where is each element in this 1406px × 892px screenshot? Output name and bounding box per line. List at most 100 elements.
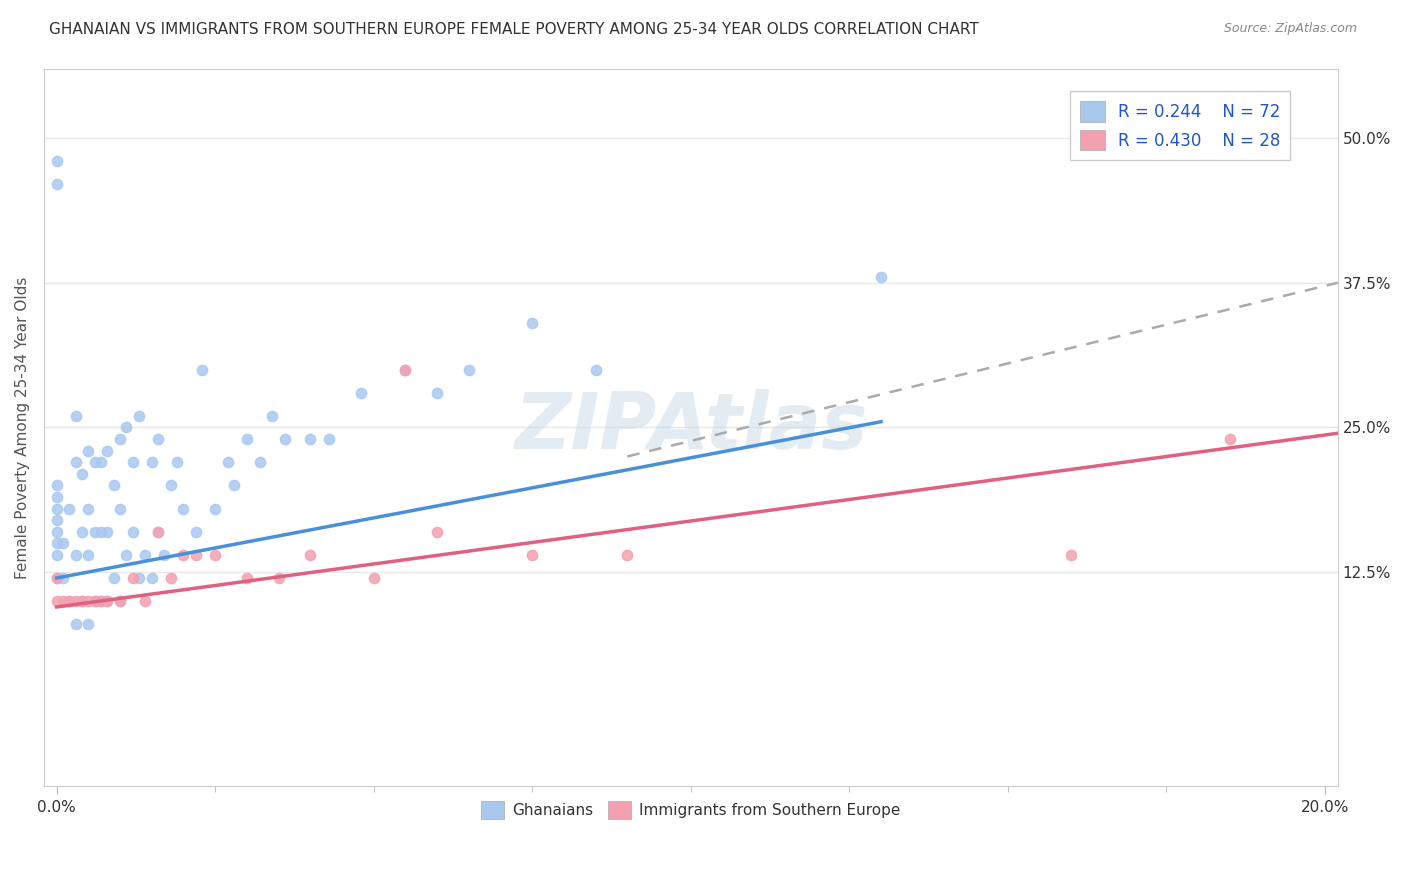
- Point: [58, 594, 80, 608]
- Point: [70, 467, 93, 481]
- Point: [585, 362, 607, 376]
- Point: [70, 594, 93, 608]
- Point: [65, 548, 87, 562]
- Point: [204, 548, 226, 562]
- Point: [45, 594, 67, 608]
- Point: [159, 571, 181, 585]
- Point: [108, 594, 131, 608]
- Point: [318, 432, 340, 446]
- Point: [426, 385, 449, 400]
- Point: [115, 548, 138, 562]
- Point: [141, 455, 163, 469]
- Point: [299, 548, 322, 562]
- Point: [70, 524, 93, 539]
- Point: [45, 548, 67, 562]
- Point: [394, 362, 416, 376]
- Point: [83, 594, 105, 608]
- Point: [522, 316, 544, 330]
- Legend: Ghanaians, Immigrants from Southern Europe: Ghanaians, Immigrants from Southern Euro…: [475, 795, 907, 825]
- Point: [204, 501, 226, 516]
- Text: ZIPAtlas: ZIPAtlas: [515, 390, 868, 466]
- Point: [83, 455, 105, 469]
- Point: [77, 617, 100, 632]
- Point: [522, 548, 544, 562]
- Point: [108, 594, 131, 608]
- Point: [58, 594, 80, 608]
- Point: [172, 501, 194, 516]
- Point: [350, 385, 373, 400]
- Point: [426, 524, 449, 539]
- Point: [267, 571, 290, 585]
- Point: [96, 594, 118, 608]
- Point: [224, 478, 246, 492]
- Point: [184, 548, 207, 562]
- Point: [45, 513, 67, 527]
- Point: [77, 594, 100, 608]
- Point: [45, 571, 67, 585]
- Point: [45, 501, 67, 516]
- Y-axis label: Female Poverty Among 25-34 Year Olds: Female Poverty Among 25-34 Year Olds: [15, 277, 30, 579]
- Point: [58, 501, 80, 516]
- Point: [45, 571, 67, 585]
- Point: [45, 154, 67, 169]
- Point: [65, 455, 87, 469]
- Point: [184, 524, 207, 539]
- Point: [83, 594, 105, 608]
- Point: [394, 362, 416, 376]
- Point: [90, 594, 112, 608]
- Point: [96, 524, 118, 539]
- Point: [115, 420, 138, 434]
- Point: [217, 455, 239, 469]
- Point: [108, 501, 131, 516]
- Point: [108, 432, 131, 446]
- Point: [121, 571, 143, 585]
- Point: [166, 455, 188, 469]
- Point: [77, 501, 100, 516]
- Point: [70, 594, 93, 608]
- Point: [90, 455, 112, 469]
- Point: [134, 594, 156, 608]
- Point: [52, 571, 75, 585]
- Point: [274, 432, 297, 446]
- Point: [191, 362, 214, 376]
- Point: [153, 548, 176, 562]
- Point: [128, 571, 150, 585]
- Point: [90, 524, 112, 539]
- Text: Source: ZipAtlas.com: Source: ZipAtlas.com: [1223, 22, 1357, 36]
- Point: [103, 571, 125, 585]
- Text: GHANAIAN VS IMMIGRANTS FROM SOUTHERN EUROPE FEMALE POVERTY AMONG 25-34 YEAR OLDS: GHANAIAN VS IMMIGRANTS FROM SOUTHERN EUR…: [49, 22, 979, 37]
- Point: [870, 269, 893, 284]
- Point: [45, 478, 67, 492]
- Point: [134, 548, 156, 562]
- Point: [45, 524, 67, 539]
- Point: [141, 571, 163, 585]
- Point: [363, 571, 385, 585]
- Point: [457, 362, 479, 376]
- Point: [77, 443, 100, 458]
- Point: [45, 178, 67, 192]
- Point: [65, 594, 87, 608]
- Point: [83, 524, 105, 539]
- Point: [159, 478, 181, 492]
- Point: [45, 490, 67, 504]
- Point: [45, 536, 67, 550]
- Point: [1219, 432, 1241, 446]
- Point: [103, 478, 125, 492]
- Point: [121, 455, 143, 469]
- Point: [65, 617, 87, 632]
- Point: [172, 548, 194, 562]
- Point: [52, 536, 75, 550]
- Point: [96, 443, 118, 458]
- Point: [146, 524, 169, 539]
- Point: [236, 571, 259, 585]
- Point: [96, 594, 118, 608]
- Point: [121, 524, 143, 539]
- Point: [299, 432, 322, 446]
- Point: [65, 409, 87, 423]
- Point: [77, 548, 100, 562]
- Point: [1060, 548, 1083, 562]
- Point: [90, 594, 112, 608]
- Point: [146, 524, 169, 539]
- Point: [616, 548, 638, 562]
- Point: [128, 409, 150, 423]
